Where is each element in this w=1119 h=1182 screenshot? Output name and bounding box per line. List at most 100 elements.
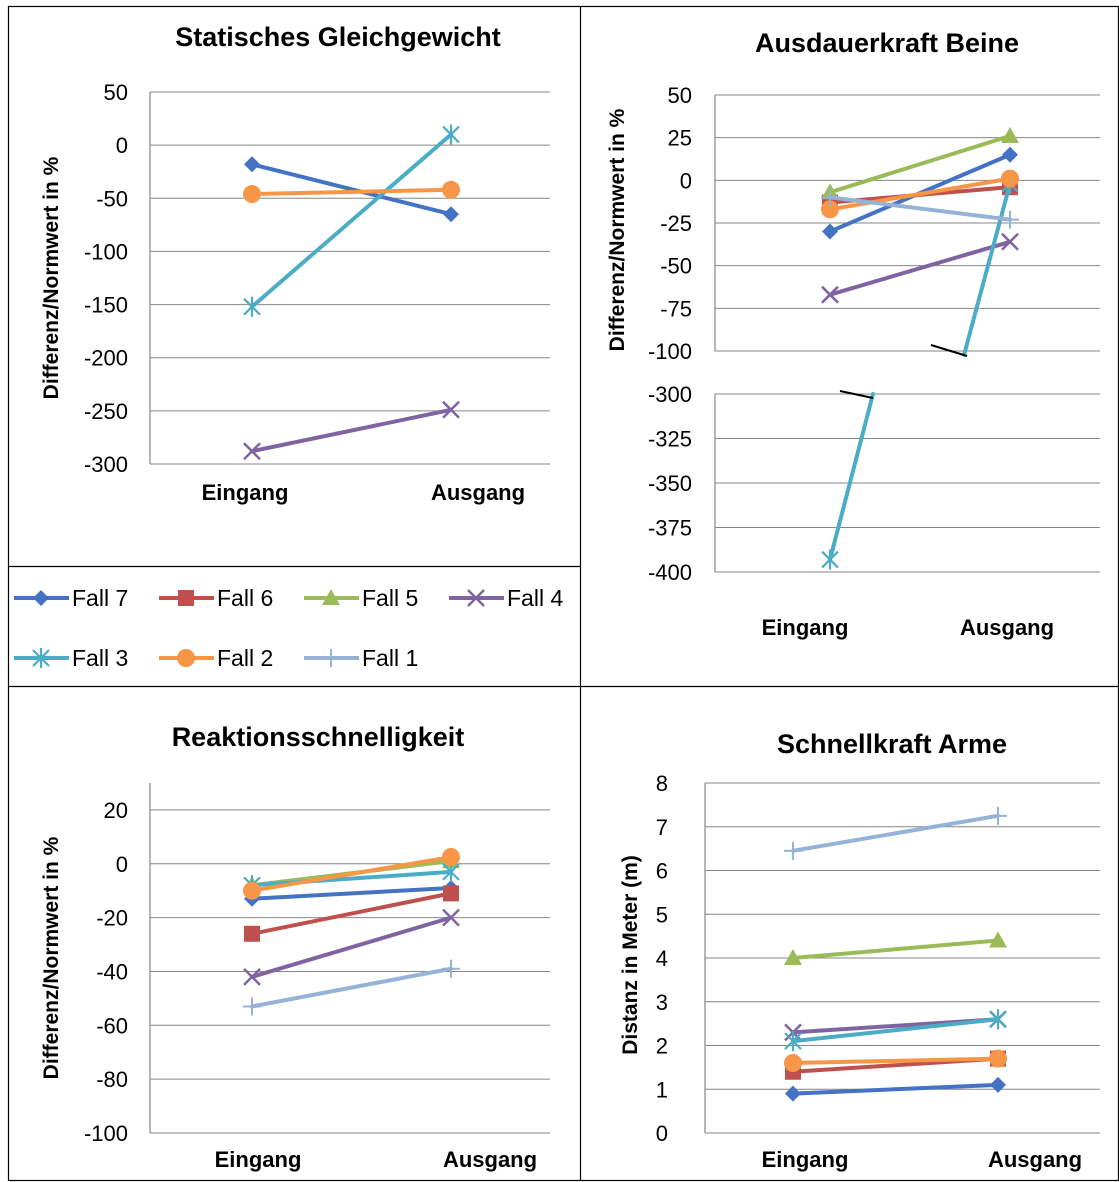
y-tick-label: 20	[104, 798, 128, 823]
y-tick-label: 50	[668, 83, 692, 108]
data-point	[243, 997, 261, 1016]
y-tick-label: -250	[84, 399, 128, 424]
legend-key-fall-1	[304, 649, 359, 667]
data-point	[243, 185, 261, 204]
y-tick-label: 4	[656, 946, 668, 971]
y-tick-label: -300	[84, 452, 128, 477]
y-tick-label: -100	[84, 1121, 128, 1146]
series-line	[828, 195, 1012, 222]
legend-key-fall-5	[304, 589, 359, 605]
y-tick-label: 3	[656, 990, 668, 1015]
x-tick-label: Eingang	[202, 480, 289, 505]
data-point	[989, 806, 1007, 825]
series-fall-3	[243, 124, 460, 317]
data-point	[442, 400, 460, 419]
x-tick-label: Eingang	[762, 615, 849, 640]
y-axis-label: Distanz in Meter (m)	[619, 855, 642, 1055]
data-point	[243, 967, 261, 986]
data-point	[821, 188, 839, 207]
legend-marker	[467, 589, 485, 607]
data-point	[989, 1049, 1007, 1068]
axis-break-mark	[930, 344, 968, 357]
legend-label-fall-6: Fall 6	[217, 585, 273, 611]
x-tick-label: Eingang	[762, 1147, 849, 1172]
y-tick-label: -25	[660, 211, 692, 236]
series-fall-6	[244, 885, 459, 942]
plot-area: 20 0 -20 -40 -60 -80 -100	[84, 783, 550, 1146]
series-line	[828, 239, 1012, 297]
chart-title: Statisches Gleichgewicht	[175, 22, 501, 52]
data-point	[443, 206, 459, 223]
x-tick-label: Ausgang	[431, 480, 525, 505]
series-fall-3	[821, 173, 1019, 570]
axis-break-mark	[839, 390, 874, 399]
data-point	[785, 1085, 801, 1102]
legend-marker	[33, 590, 49, 606]
y-tick-label: -325	[648, 427, 692, 452]
legend: Fall 7 Fall 6 Fall 5 Fall 4 Fall 3 Fall …	[14, 585, 563, 671]
legend-key-fall-7	[14, 590, 69, 606]
y-tick-label: -300	[648, 382, 692, 407]
series-line	[250, 187, 453, 197]
series-line	[791, 1056, 1000, 1065]
data-point	[989, 931, 1007, 948]
y-axis-label: Differenz/Normwert in %	[40, 156, 63, 399]
data-point	[442, 848, 460, 867]
data-point	[822, 223, 838, 240]
legend-marker	[322, 589, 340, 605]
y-tick-label: -350	[648, 471, 692, 496]
legend-label-fall-5: Fall 5	[362, 585, 418, 611]
legend-key-fall-2	[159, 649, 214, 667]
y-tick-label: -50	[96, 186, 128, 211]
plot-area: 8 7 6 5 4 3 2 1 0	[656, 771, 1100, 1146]
y-tick-label: 0	[116, 133, 128, 158]
series-line	[250, 915, 453, 979]
y-axis-label: Differenz/Normwert in %	[40, 836, 63, 1079]
y-tick-label: 2	[656, 1034, 668, 1059]
legend-marker	[322, 649, 340, 667]
series-line	[250, 966, 453, 1009]
data-point	[784, 949, 802, 965]
data-point	[784, 1054, 802, 1072]
series-line	[250, 407, 453, 454]
data-point	[443, 885, 459, 902]
y-tick-label: -50	[660, 254, 692, 279]
series-fall-2	[243, 180, 460, 204]
series-fall-1	[243, 959, 460, 1016]
data-point	[784, 841, 802, 860]
legend-key-fall-6	[159, 590, 214, 606]
y-tick-label: 50	[104, 80, 128, 105]
data-point	[1002, 146, 1018, 163]
y-tick-label: -150	[84, 293, 128, 318]
legend-marker	[32, 648, 50, 668]
legend-marks	[14, 589, 504, 668]
x-tick-label: Ausgang	[988, 1147, 1082, 1172]
series-line	[828, 392, 875, 562]
panel-borders	[7, 5, 1119, 1182]
y-tick-label: 0	[680, 168, 692, 193]
y-tick-label: 0	[116, 852, 128, 877]
y-tick-label: -400	[648, 560, 692, 585]
series-line	[791, 1082, 1000, 1096]
series-line	[250, 855, 453, 893]
series-fall-2	[784, 1049, 1007, 1072]
y-tick-label: -20	[96, 906, 128, 931]
data-point	[442, 180, 460, 199]
chart-reaktionsschnelligkeit: Reaktionsschnelligkeit Differenz/Normwer…	[40, 722, 550, 1172]
legend-label-fall-2: Fall 2	[217, 645, 273, 671]
data-point	[1001, 169, 1019, 188]
series-fall-5	[784, 931, 1007, 965]
chart-statisches-gleichgewicht: Statisches Gleichgewicht Differenz/Normw…	[40, 22, 550, 505]
chart-title: Schnellkraft Arme	[777, 729, 1007, 759]
series-line	[791, 938, 1000, 960]
series-fall-3	[784, 1009, 1007, 1052]
series-line	[828, 176, 1012, 212]
y-tick-label: -100	[84, 239, 128, 264]
chart-schnellkraft-arme: Schnellkraft Arme Distanz in Meter (m) 8…	[619, 729, 1100, 1172]
series-line	[791, 1017, 1000, 1044]
series-fall-4	[243, 400, 460, 461]
series-line	[250, 891, 453, 936]
series-fall-2	[243, 848, 460, 900]
data-point	[1001, 126, 1019, 143]
